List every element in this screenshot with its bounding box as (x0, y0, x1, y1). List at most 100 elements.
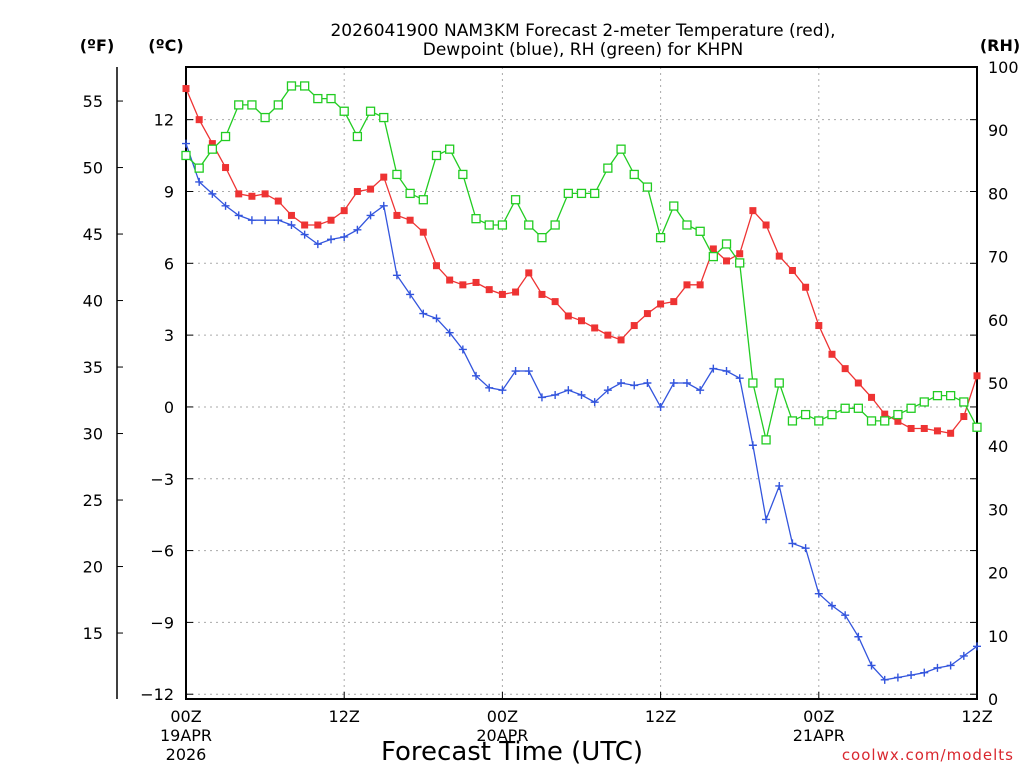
dewpoint-point (392, 271, 401, 280)
data-series (181, 81, 982, 684)
temperature-point (670, 298, 678, 306)
temperature-point (472, 278, 480, 286)
temperature-point (947, 429, 955, 437)
dewpoint-point (775, 481, 784, 490)
fahrenheit-tick-label: 35 (83, 358, 103, 377)
dewpoint-point (511, 367, 520, 376)
rh-point (537, 232, 547, 243)
temperature-point (828, 350, 836, 358)
rh-point (510, 195, 521, 205)
dewpoint-point (814, 589, 823, 598)
temperature-point (367, 185, 375, 193)
fahrenheit-tick-label: 20 (83, 558, 103, 577)
dewpoint-point (788, 539, 797, 548)
dewpoint-point (406, 290, 415, 299)
dewpoint-point (445, 328, 454, 337)
rh-point (260, 112, 270, 123)
temperature-point (419, 228, 427, 236)
rh-point (590, 188, 600, 199)
dewpoint-point (827, 601, 836, 610)
rh-point (840, 403, 850, 413)
temperature-point (327, 216, 335, 224)
x-tick-label-date: 19APR (160, 726, 212, 745)
temperature-point (854, 379, 862, 387)
x-tick-label-time: 12Z (329, 707, 360, 726)
dewpoint-point (313, 240, 322, 249)
rh-point (774, 378, 784, 388)
rh-point (655, 232, 666, 243)
rh-point (392, 169, 402, 180)
x-tick-label-year: 2026 (166, 745, 207, 764)
x-tick-label-time: 00Z (803, 707, 834, 726)
dewpoint-point (682, 379, 691, 387)
rh-point (431, 150, 442, 161)
celsius-tick-label: 0 (164, 398, 174, 417)
rh-tick-label: 100 (988, 58, 1019, 77)
rh-point (748, 378, 758, 388)
rh-point (932, 390, 943, 401)
temperature-point (551, 298, 559, 306)
dewpoint-point (801, 544, 810, 553)
temperature-point (709, 245, 717, 253)
temperature-point (696, 281, 704, 289)
dewpoint-point (274, 216, 283, 225)
celsius-tick-label: 3 (164, 326, 174, 345)
temperature-point (643, 310, 651, 318)
dewpoint-point (366, 211, 375, 220)
dewpoint-point (893, 673, 902, 682)
temperature-point (432, 262, 440, 270)
dewpoint-point (340, 232, 349, 241)
dewpoint-point (537, 393, 546, 402)
temperature-point (208, 140, 216, 148)
rh-tick-label: 40 (988, 437, 1008, 456)
rh-point (787, 416, 798, 426)
dewpoint-point (867, 661, 876, 670)
rh-tick-label: 90 (988, 121, 1008, 140)
temperature-point (538, 290, 546, 298)
dewpoint-point (247, 216, 256, 225)
dewpoint-point (946, 661, 955, 670)
rh-point (906, 403, 916, 413)
rh-point (682, 220, 692, 230)
dewpoint-point (485, 383, 494, 392)
rh-point (286, 81, 297, 91)
temperature-point (446, 276, 454, 284)
celsius-tick-label: −12 (140, 685, 174, 704)
rh-point (550, 220, 560, 230)
dewpoint-point (933, 663, 942, 672)
dewpoint-point (669, 379, 678, 387)
rh-point (669, 201, 679, 211)
temperature-point (749, 207, 757, 215)
fahrenheit-tick-label: 40 (83, 292, 103, 311)
dewpoint-point (880, 675, 889, 684)
rh-point (273, 100, 283, 110)
x-tick-label-date: 20APR (476, 726, 528, 745)
dewpoint-point (458, 345, 467, 354)
fahrenheit-tick-label: 15 (83, 624, 103, 643)
rh-point (458, 169, 468, 180)
rh-point (313, 93, 323, 104)
dewpoint-point (603, 386, 612, 395)
dewpoint-point (300, 230, 309, 239)
rh-point (484, 220, 494, 230)
rh-point (181, 150, 191, 161)
dewpoint-point (854, 632, 863, 641)
fahrenheit-tick-label: 45 (83, 225, 103, 244)
rh-point (761, 435, 771, 445)
x-axis-label: Forecast Time (UTC) (381, 737, 643, 767)
rh-point (629, 169, 639, 180)
dewpoint-point (735, 374, 744, 383)
dewpoint-point (261, 216, 270, 225)
rh-tick-label: 80 (988, 184, 1008, 203)
fahrenheit-tick-label: 25 (83, 491, 103, 510)
rh-point (220, 131, 231, 142)
credit-label: coolwx.com/modelts (842, 746, 1014, 764)
chart-title-line1: 2026041900 NAM3KM Forecast 2-meter Tempe… (330, 21, 835, 41)
temperature-point (274, 197, 282, 205)
temperature-point (907, 424, 915, 432)
temperature-point (393, 211, 401, 219)
dewpoint-point (630, 381, 639, 390)
temperature-point (920, 424, 928, 432)
x-tick-label-time: 12Z (645, 707, 676, 726)
